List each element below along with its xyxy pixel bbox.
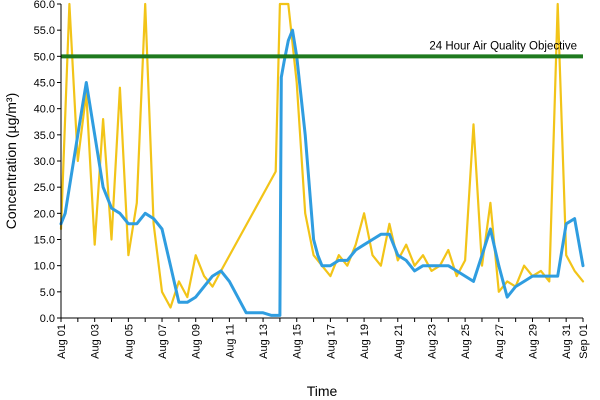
x-tick-label: Aug 05 <box>123 324 135 359</box>
x-tick-label: Aug 09 <box>191 324 203 359</box>
objective-reference-label: 24 Hour Air Quality Objective <box>429 40 577 52</box>
y-tick-label: 30.0 <box>34 156 55 168</box>
y-tick-label: 20.0 <box>34 208 55 220</box>
reference-layer: 24 Hour Air Quality Objective <box>61 40 583 59</box>
y-tick-label: 25.0 <box>34 182 55 194</box>
y-tick-label: 15.0 <box>34 235 55 247</box>
x-axis-title: Time <box>307 383 338 399</box>
x-tick-label: Aug 31 <box>561 324 573 359</box>
x-tick-label: Aug 03 <box>90 324 102 359</box>
y-tick-label: 35.0 <box>34 130 55 142</box>
x-tick-label: Aug 15 <box>292 324 304 359</box>
x-tick-label: Aug 25 <box>460 324 472 359</box>
x-tick-label: Aug 11 <box>224 324 236 358</box>
y-axis-ticks: 0.0 5.0 10.0 15.0 20.0 25.0 30.0 35.0 40.0 45.0 50… <box>34 0 61 325</box>
y-tick-label: 55.0 <box>34 25 55 37</box>
series-layer <box>59 2 585 317</box>
x-tick-label: Aug 29 <box>527 324 539 359</box>
x-tick-label: Aug 19 <box>359 324 371 359</box>
x-tick-label: Aug 13 <box>258 324 270 359</box>
x-axis-ticks: Aug 01 Aug 03 Aug 05 Aug 07 Aug 09 Aug 11 Aug … <box>56 318 590 359</box>
x-tick-label: Aug 27 <box>494 324 506 359</box>
y-axis-title: Concentration (µg/m³) <box>3 93 19 229</box>
x-tick-label: Aug 17 <box>325 324 337 359</box>
y-tick-label: 40.0 <box>34 104 55 116</box>
y-tick-label: 5.0 <box>40 287 55 299</box>
x-tick-label: Aug 01 <box>56 324 68 359</box>
y-tick-label: 0.0 <box>40 313 55 325</box>
y-tick-label: 45.0 <box>34 78 55 90</box>
y-tick-label: 50.0 <box>34 51 55 63</box>
x-tick-label: Sep 01 <box>578 324 590 359</box>
x-tick-label: Aug 21 <box>393 324 405 359</box>
y-tick-label: 10.0 <box>34 261 55 273</box>
x-tick-label: Aug 07 <box>157 324 169 359</box>
series-line-2 <box>59 28 585 317</box>
x-tick-label: Aug 23 <box>426 324 438 359</box>
y-tick-label: 60.0 <box>34 0 55 11</box>
